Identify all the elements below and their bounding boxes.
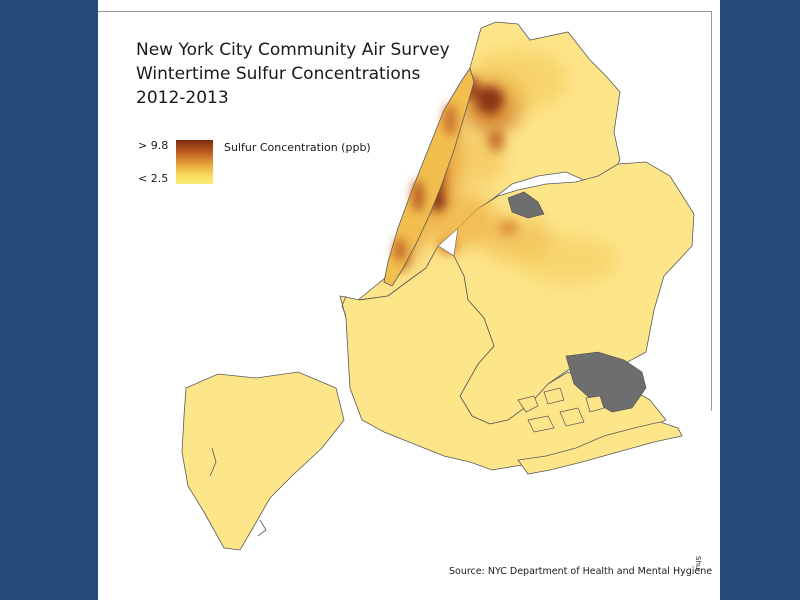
bay-island xyxy=(585,395,605,413)
corner-mark: Shu xyxy=(694,556,702,570)
nyc-sulfur-map xyxy=(181,21,695,551)
legend-variable-label: Sulfur Concentration (ppb) xyxy=(224,141,371,154)
jfk-airport xyxy=(565,351,647,413)
legend-max-label: > 9.8 xyxy=(138,139,169,152)
laguardia-airport xyxy=(507,191,545,219)
bay-island xyxy=(559,407,585,427)
legend-min-label: < 2.5 xyxy=(138,172,169,185)
bay-island xyxy=(517,395,539,413)
title-line-1: New York City Community Air Survey xyxy=(136,40,450,60)
title-line-2: Wintertime Sulfur Concentrations xyxy=(136,64,421,84)
bay-island xyxy=(543,387,565,405)
map-panel: New York City Community Air Survey Winte… xyxy=(98,0,720,600)
title-line-3: 2012-2013 xyxy=(136,88,229,108)
source-note: Source: NYC Department of Health and Men… xyxy=(449,566,713,577)
bay-island xyxy=(527,415,555,433)
frame-line-top xyxy=(98,11,712,12)
frame-line-right xyxy=(711,11,712,411)
map-title: New York City Community Air Survey Winte… xyxy=(136,38,450,110)
borough-staten-island xyxy=(181,371,345,551)
rockaway-peninsula xyxy=(517,421,683,475)
legend-color-ramp xyxy=(176,140,213,184)
